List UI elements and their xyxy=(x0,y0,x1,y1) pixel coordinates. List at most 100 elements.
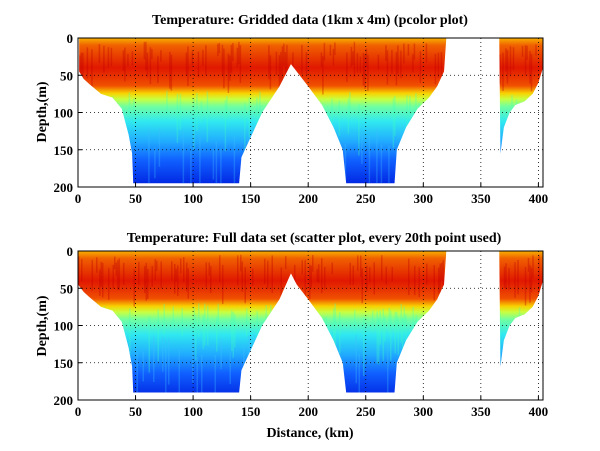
warm-streak xyxy=(312,255,314,272)
x-tick-label: 300 xyxy=(414,404,434,419)
warm-streak xyxy=(437,52,440,79)
warm-streak xyxy=(349,262,351,285)
mid-streak xyxy=(338,100,341,137)
warm-streak xyxy=(221,44,224,75)
warm-streak xyxy=(521,45,524,57)
mid-streak xyxy=(372,310,374,333)
mid-streak xyxy=(148,315,150,373)
warm-streak xyxy=(232,42,234,62)
warm-streak xyxy=(369,267,371,283)
warm-streak xyxy=(177,265,179,297)
warm-streak xyxy=(171,261,173,281)
warm-streak xyxy=(391,50,393,74)
warm-streak xyxy=(91,259,93,291)
warm-streak xyxy=(210,266,212,294)
warm-streak xyxy=(508,268,510,290)
warm-streak xyxy=(146,52,149,78)
warm-streak xyxy=(321,258,323,294)
x-tick-label: 100 xyxy=(183,191,203,206)
warm-streak xyxy=(202,49,204,66)
cool-streak xyxy=(355,334,357,384)
x-tick-label: 350 xyxy=(471,404,491,419)
x-tick-label: 50 xyxy=(129,191,142,206)
mid-streak xyxy=(172,306,174,327)
warm-streak xyxy=(237,255,239,286)
warm-streak xyxy=(357,255,359,271)
warm-streak xyxy=(365,48,368,68)
warm-streak xyxy=(529,265,531,303)
warm-streak xyxy=(123,262,125,285)
x-tick-label: 0 xyxy=(75,404,82,419)
warm-streak xyxy=(86,47,89,79)
mid-streak xyxy=(349,91,351,115)
mid-streak xyxy=(394,95,396,136)
warm-streak xyxy=(320,52,323,68)
warm-streak xyxy=(144,266,146,293)
warm-streak xyxy=(524,45,527,76)
warm-streak xyxy=(157,56,159,84)
warm-streak xyxy=(408,258,410,296)
warm-streak xyxy=(280,51,282,89)
cool-streak xyxy=(196,357,198,393)
warm-streak xyxy=(361,268,363,304)
warm-streak xyxy=(502,52,504,91)
warm-streak xyxy=(208,262,210,276)
warm-streak xyxy=(236,47,239,68)
warm-streak xyxy=(318,264,320,283)
warm-streak xyxy=(187,268,189,299)
x-axis-label: Distance, (km) xyxy=(266,426,353,441)
warm-streak xyxy=(323,42,326,61)
warm-streak xyxy=(185,52,188,76)
warm-streak xyxy=(122,50,125,71)
axes-frame xyxy=(77,250,544,401)
warm-streak xyxy=(503,266,506,289)
warm-streak xyxy=(174,264,176,294)
mid-streak xyxy=(334,303,336,362)
mid-streak xyxy=(195,314,197,361)
warm-streak xyxy=(222,265,224,305)
warm-streak xyxy=(170,54,173,91)
temperature-field-segment xyxy=(79,38,447,184)
warm-streak xyxy=(143,41,146,60)
warm-streak xyxy=(434,53,437,85)
mid-streak xyxy=(128,92,131,116)
x-tick-label: 50 xyxy=(129,404,142,419)
warm-streak xyxy=(278,55,281,90)
warm-streak xyxy=(407,44,410,56)
warm-streak xyxy=(217,43,219,57)
mid-streak xyxy=(378,317,380,365)
warm-streak xyxy=(175,268,177,282)
warm-streak xyxy=(353,41,356,77)
warm-streak xyxy=(98,43,101,63)
y-tick-label: 50 xyxy=(60,68,73,83)
mid-streak xyxy=(339,311,341,354)
warm-streak xyxy=(334,42,336,56)
mid-streak xyxy=(379,310,381,345)
warm-streak xyxy=(332,48,335,66)
warm-streak xyxy=(252,268,254,286)
gridded-pcolor-plot: Temperature: Gridded data (1km x 4m) (pc… xyxy=(35,13,548,206)
warm-streak xyxy=(381,255,383,281)
warm-streak xyxy=(373,262,375,295)
warm-streak xyxy=(124,47,126,82)
warm-streak xyxy=(241,261,243,292)
warm-streak xyxy=(281,46,284,84)
temperature-field-segment xyxy=(499,251,543,367)
y-tick-label: 150 xyxy=(54,143,74,158)
warm-streak xyxy=(506,50,509,84)
mid-streak xyxy=(358,103,360,156)
y-tick-label: 0 xyxy=(67,31,74,46)
cool-streak xyxy=(168,337,170,385)
plot-title: Temperature: Full data set (scatter plot… xyxy=(127,231,502,246)
warm-streak xyxy=(114,256,116,270)
cool-streak xyxy=(142,351,144,382)
y-tick-label: 100 xyxy=(54,106,74,121)
warm-streak xyxy=(524,267,527,306)
warm-streak xyxy=(304,260,306,297)
mid-streak xyxy=(216,316,218,352)
warm-streak xyxy=(352,51,354,66)
warm-streak xyxy=(505,48,507,72)
mid-streak xyxy=(403,306,405,331)
warm-streak xyxy=(403,43,405,64)
